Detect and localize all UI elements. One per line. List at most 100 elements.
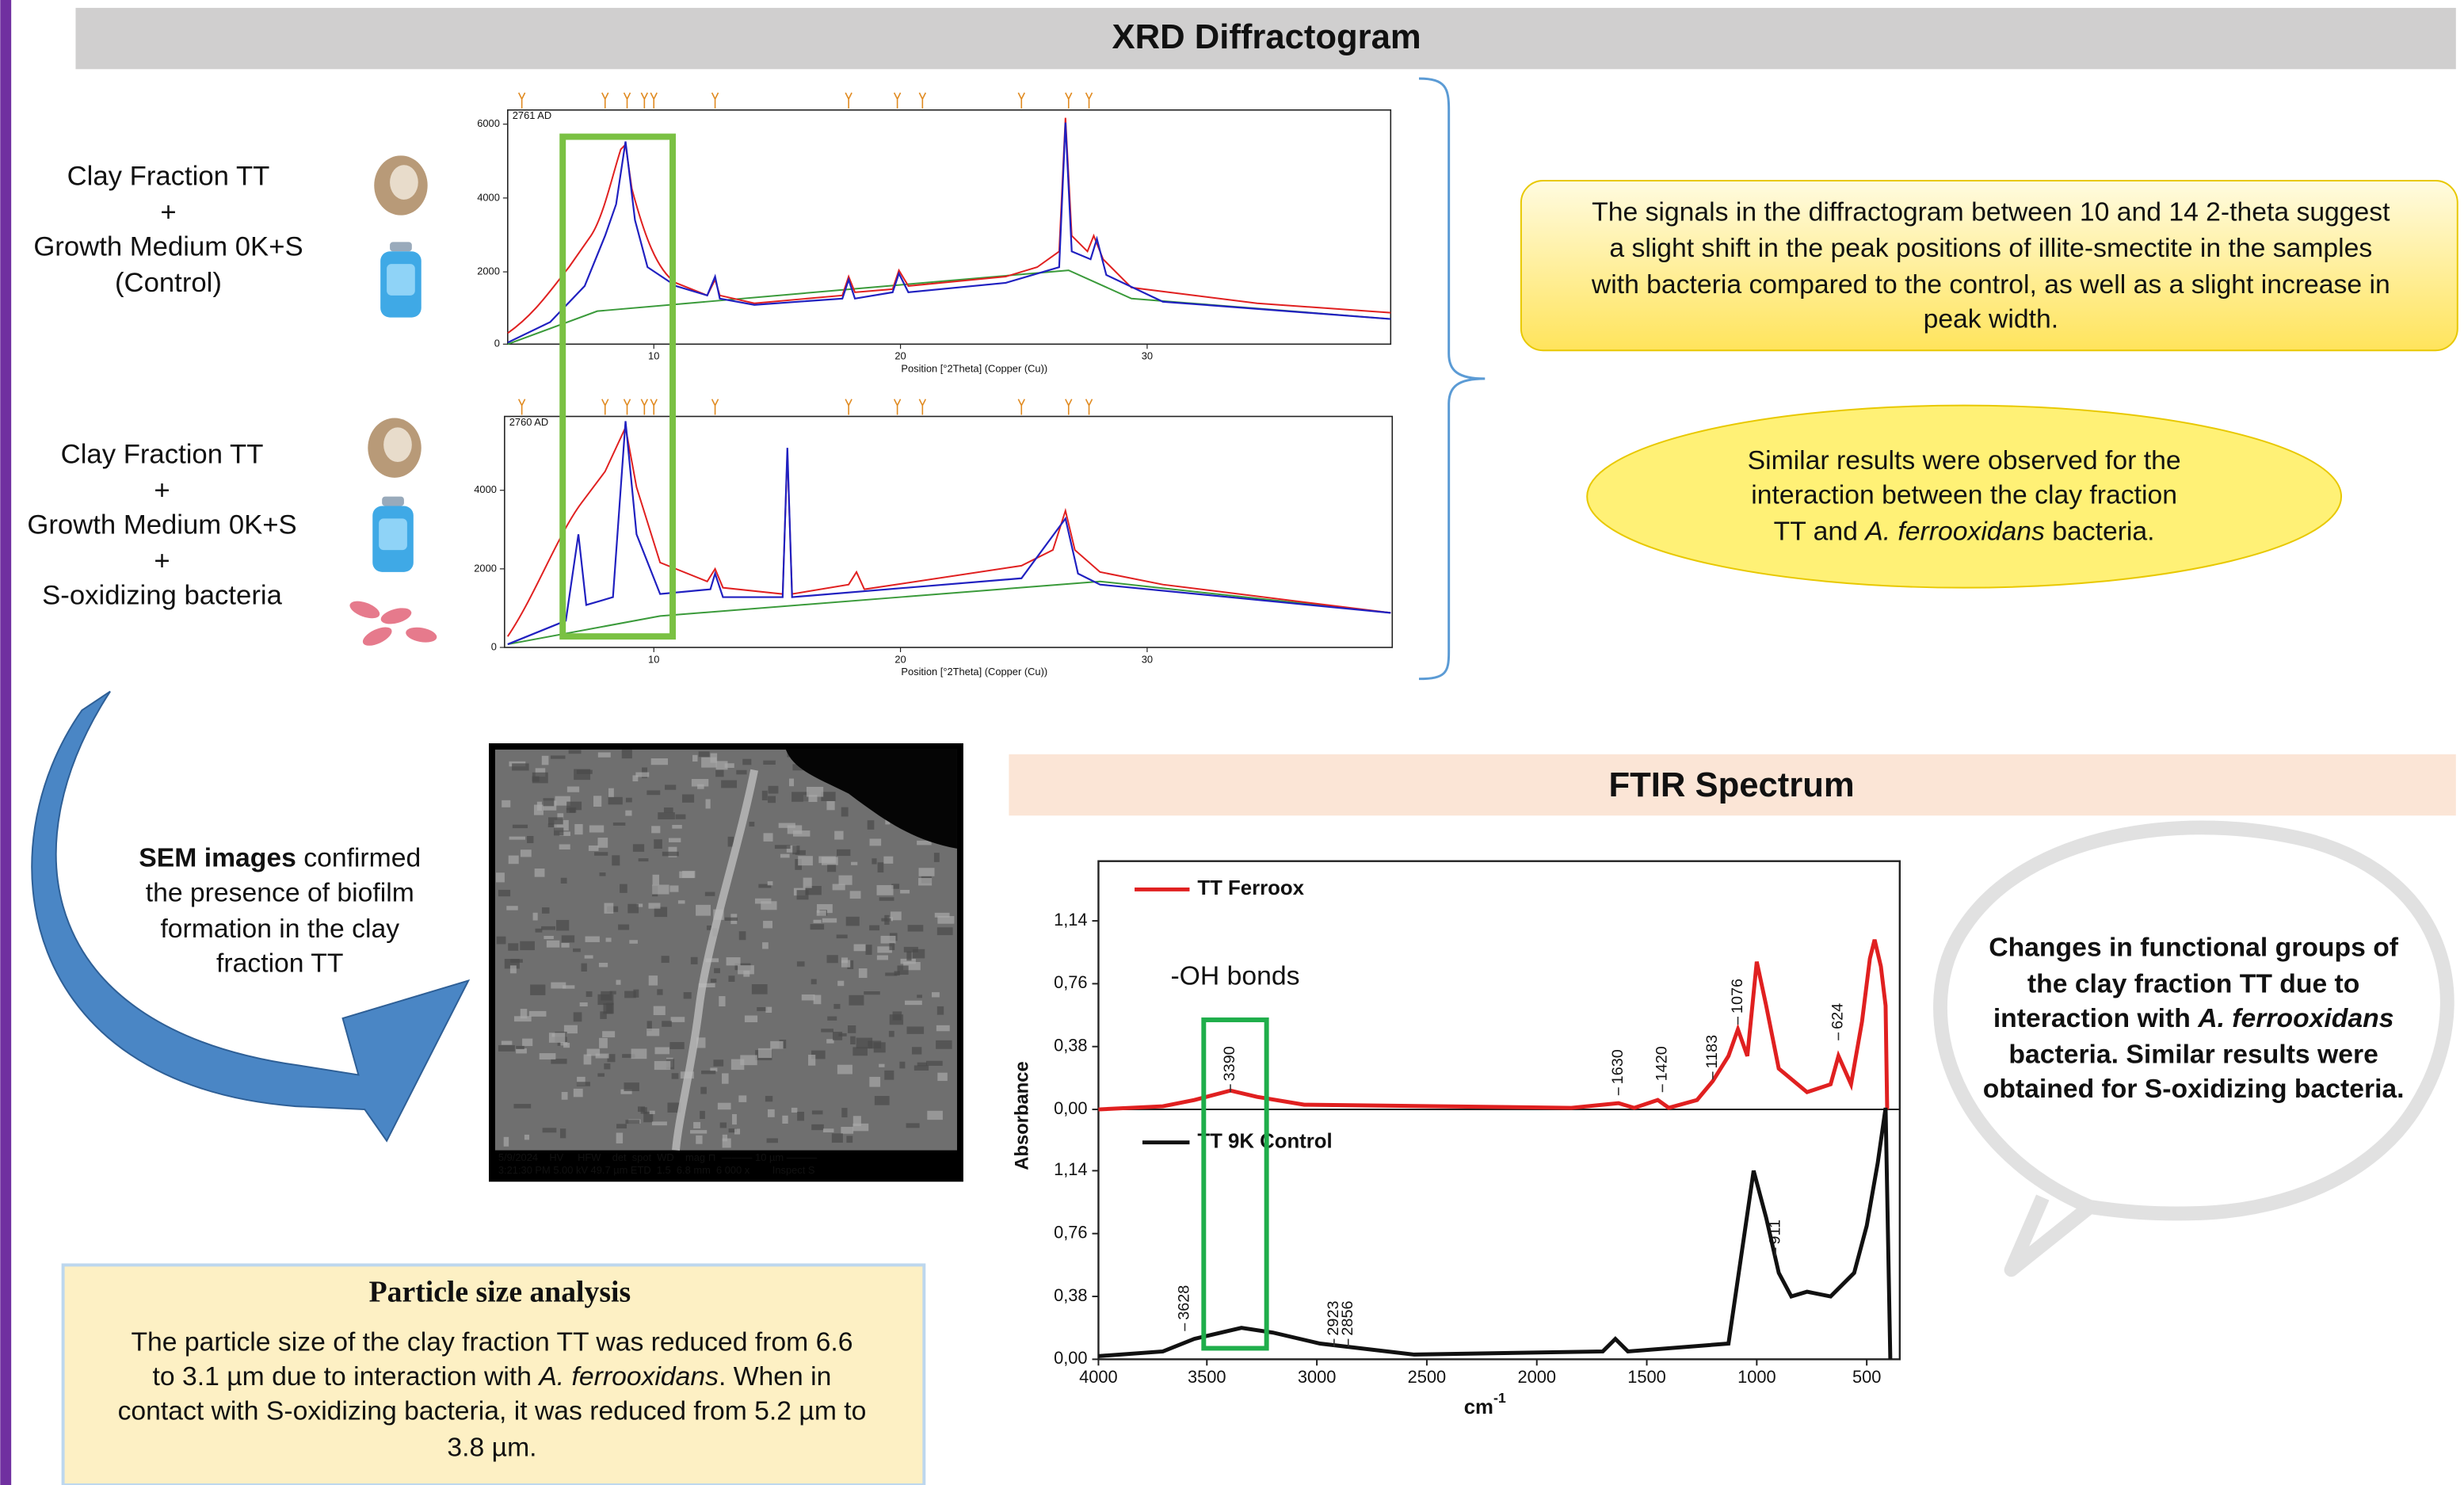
sem-caption: SEM images confirmed [139, 843, 421, 873]
sem-grain [672, 825, 682, 829]
sem-grain [647, 1028, 660, 1036]
sem-grain [616, 979, 621, 985]
sem-grain [632, 844, 645, 852]
sem-grain [749, 822, 755, 826]
speech-bubble [1933, 820, 2454, 1277]
sem-grain [883, 856, 894, 864]
sem-grain [763, 760, 776, 765]
sem-grain [677, 900, 685, 904]
sem-grain [509, 965, 517, 974]
sem-grain [547, 823, 557, 827]
sem-grain [768, 785, 779, 794]
similar-text: TT and A. ferrooxidans bacteria. [1774, 516, 2155, 546]
bottle-icon [382, 496, 404, 506]
sem-grain [513, 1104, 532, 1109]
sem-grain [561, 935, 575, 943]
sem-grain [805, 886, 822, 895]
sem-grain [880, 935, 896, 944]
sem-grain [635, 772, 650, 777]
sem-grain [768, 796, 776, 804]
interpretation-text: obtained for S-oxidizing bacteria. [1983, 1074, 2405, 1104]
bacteria-icon [349, 601, 380, 619]
peak-marker [650, 92, 658, 109]
sem-grain [821, 1029, 834, 1033]
similar-text: Similar results were observed for the [1748, 445, 2181, 475]
sem-grain [566, 807, 576, 813]
sem-grain [550, 755, 566, 759]
sem-grain [555, 796, 570, 806]
sem-grain [616, 1132, 624, 1143]
sem-grain [821, 792, 836, 801]
finding-text: a slight shift in the peak positions of … [1609, 233, 2372, 263]
sem-grain [541, 755, 549, 765]
sem-grain [705, 799, 711, 809]
sem-grain [845, 916, 860, 926]
sem-grain [868, 1040, 882, 1049]
sem-grain [544, 936, 554, 940]
sem-grain [648, 975, 658, 986]
sem-grain [715, 761, 728, 770]
sem-grain [847, 960, 854, 970]
sem-grain [787, 825, 803, 834]
sem-grain [763, 833, 773, 842]
highlight-box [1201, 1017, 1269, 1351]
sem-grain [588, 845, 599, 851]
sem-grain [837, 1064, 852, 1075]
sem-grain [714, 968, 720, 974]
sem-grain [721, 780, 738, 788]
sem-grain [624, 1082, 639, 1091]
y-tick-label: 1,14 [1054, 910, 1087, 930]
text-span: bacteria. [2045, 516, 2155, 546]
sem-grain [806, 786, 824, 797]
sem-grain [917, 994, 922, 998]
sem-grain [713, 1059, 724, 1067]
sem-grain [849, 891, 861, 899]
sem-grain [691, 779, 709, 787]
sem-grain [700, 1086, 707, 1094]
sem-grain [618, 924, 630, 930]
sem-grain [722, 1134, 728, 1142]
peak-marker [640, 399, 649, 415]
sem-grain [625, 1120, 640, 1124]
x-tick-label: 20 [894, 350, 906, 362]
peak-marker [711, 92, 719, 109]
x-axis-label: Position [°2Theta] (Copper (Cu)) [901, 362, 1047, 374]
x-tick-label: 10 [648, 350, 659, 362]
sem-grain [663, 807, 673, 813]
sem-grain [856, 1037, 873, 1049]
sem-grain [710, 753, 718, 763]
sem-grain [577, 1076, 585, 1086]
sem-grain [650, 758, 669, 765]
sem-grain [827, 865, 837, 872]
sem-dark-region [785, 749, 957, 849]
text-span: interaction with [1993, 1003, 2198, 1033]
sem-grain [648, 903, 661, 909]
sem-grain [865, 945, 872, 955]
sem-grain [851, 861, 858, 865]
sem-grain [566, 786, 580, 792]
sem-grain [833, 1003, 841, 1010]
sem-grain [811, 1050, 826, 1059]
sem-grain [724, 763, 734, 769]
sem-grain [510, 959, 523, 963]
sem-grain [704, 891, 715, 896]
x-tick-label: 500 [1852, 1367, 1881, 1387]
sem-grain [603, 1003, 613, 1014]
y-tick-label: 0,76 [1054, 972, 1087, 992]
sem-grain [585, 991, 593, 998]
sem-grain [757, 1048, 772, 1059]
sem-grain [927, 1110, 943, 1120]
sem-grain [770, 1040, 784, 1049]
sem-grain [649, 1110, 655, 1114]
sem-grain [728, 975, 735, 982]
brace [1418, 77, 1486, 681]
sem-grain [900, 958, 916, 964]
sem-grain [914, 1065, 929, 1071]
text-span: -1 [1493, 1390, 1506, 1406]
sample-label: Clay Fraction TT [61, 439, 264, 469]
sem-grain [846, 1136, 853, 1143]
x-axis-label: Position [°2Theta] (Copper (Cu)) [901, 666, 1047, 678]
sem-grain [758, 884, 772, 888]
peak-marker [517, 92, 526, 109]
sem-grain [605, 937, 612, 942]
